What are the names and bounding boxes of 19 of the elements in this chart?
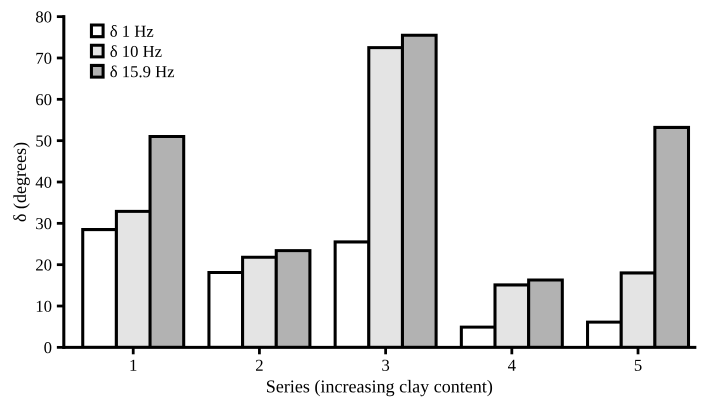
y-tick-label: 80 [36, 11, 52, 23]
y-tick-label: 10 [36, 300, 52, 312]
x-tick-label: 4 [508, 360, 516, 371]
y-axis-title: δ (degrees) [13, 142, 30, 222]
y-tick-label: 60 [36, 94, 52, 106]
y-tick-label: 50 [36, 135, 52, 147]
x-tick-label: 1 [130, 360, 136, 371]
y-tick-label: 0 [44, 342, 52, 354]
y-tick-label: 20 [36, 259, 52, 271]
y-tick-label: 40 [36, 176, 52, 188]
legend-label: δ 10 Hz [110, 45, 162, 58]
y-tick-label: 30 [36, 218, 52, 230]
y-tick-label: 70 [36, 52, 52, 64]
x-tick-label: 5 [634, 360, 642, 371]
x-axis-title: Series (increasing clay content) [266, 380, 492, 396]
x-tick-label: 2 [256, 360, 263, 371]
x-tick-label: 3 [382, 360, 390, 371]
legend-label: δ 1 Hz [110, 25, 154, 37]
legend-label: δ 15.9 Hz [110, 65, 174, 78]
